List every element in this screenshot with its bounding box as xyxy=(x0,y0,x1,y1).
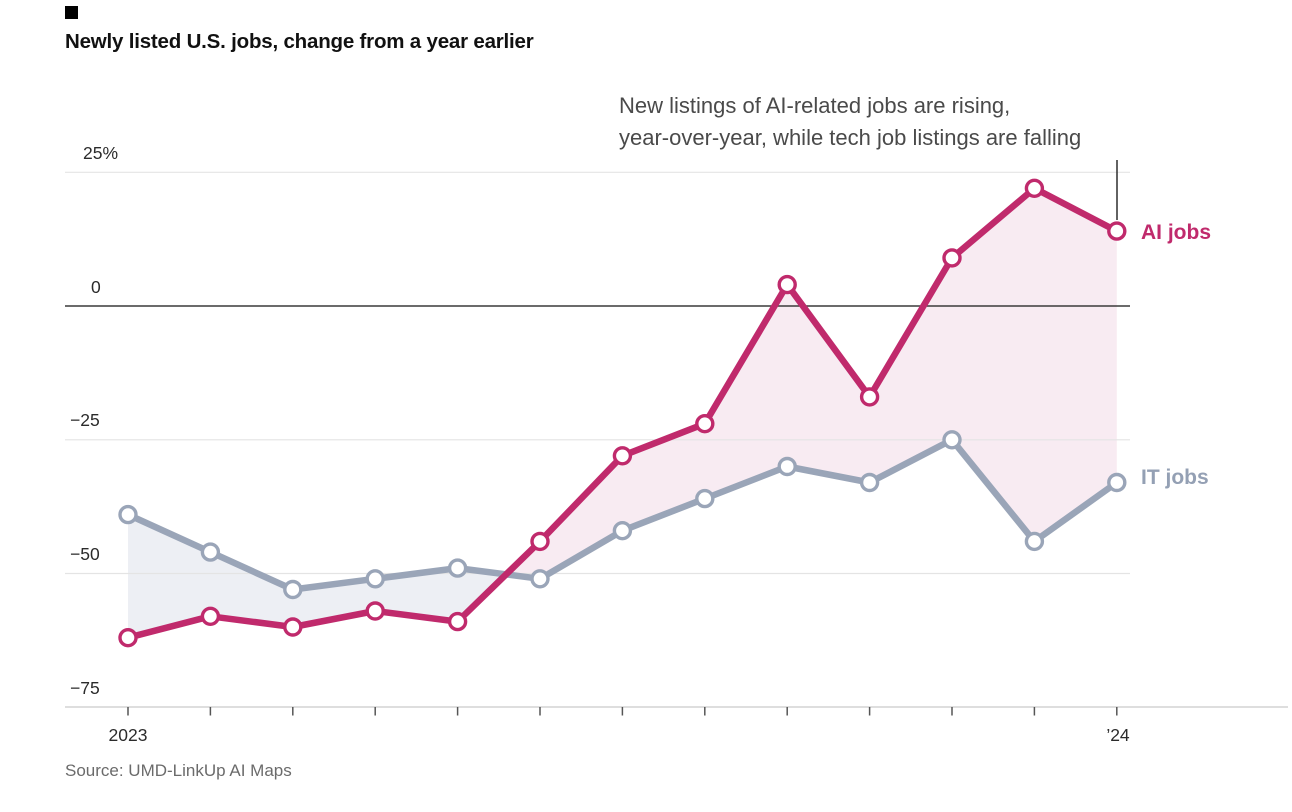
ai-jobs-point-marker xyxy=(200,606,221,626)
ai-jobs-point-marker xyxy=(1024,178,1045,199)
chart-title: Newly listed U.S. jobs, change from a ye… xyxy=(65,30,534,53)
y-axis-label-neg50: −50 xyxy=(70,544,100,564)
it-jobs-point-marker xyxy=(118,504,138,525)
ai-jobs-point-marker xyxy=(942,248,962,268)
ai-jobs-point-marker xyxy=(365,601,385,621)
y-axis-label-neg75: −75 xyxy=(70,678,100,698)
ai-jobs-point-marker xyxy=(859,387,880,407)
y-axis-label-neg25: −25 xyxy=(70,410,100,430)
ai-jobs-point-marker xyxy=(695,414,715,434)
it-jobs-point-marker xyxy=(283,579,303,600)
ai-jobs-point-marker xyxy=(612,446,633,466)
annotation-line-2: year-over-year, while tech job listings … xyxy=(619,125,1082,150)
it-jobs-point-marker xyxy=(530,569,550,589)
it-jobs-point-marker xyxy=(447,558,468,578)
ai-jobs-point-marker xyxy=(777,274,797,295)
ai-jobs-point-marker xyxy=(118,628,138,648)
ai-jobs-point-marker xyxy=(1107,221,1127,241)
x-axis-label-2023: 2023 xyxy=(108,725,148,745)
ai-jobs-point-marker xyxy=(447,611,468,632)
chart-annotation: New listings of AI-related jobs are risi… xyxy=(619,90,1081,154)
ai-jobs-point-marker xyxy=(530,531,550,552)
legend-label-it-jobs: IT jobs xyxy=(1141,466,1209,489)
annotation-line-1: New listings of AI-related jobs are risi… xyxy=(619,93,1011,118)
it-jobs-point-marker xyxy=(859,472,880,493)
it-jobs-point-marker xyxy=(365,569,385,589)
source-note: Source: UMD-LinkUp AI Maps xyxy=(65,761,292,780)
legend-label-ai-jobs: AI jobs xyxy=(1141,221,1212,244)
ai-jobs-point-marker xyxy=(283,617,303,637)
it-jobs-point-marker xyxy=(942,430,962,450)
it-jobs-point-marker xyxy=(1107,472,1127,493)
fill-ai-above-it xyxy=(506,188,1117,579)
y-axis-label-0: 0 xyxy=(91,277,101,297)
it-jobs-point-marker xyxy=(200,542,221,562)
it-jobs-point-marker xyxy=(695,488,715,509)
it-jobs-point-marker xyxy=(777,456,797,477)
fill-it-above-ai xyxy=(128,514,507,638)
y-axis-label-25: 25% xyxy=(83,143,119,163)
x-axis-label-24: ’24 xyxy=(1106,725,1130,745)
it-jobs-point-marker xyxy=(1024,531,1045,552)
it-jobs-point-marker xyxy=(612,521,633,541)
brand-square-marker xyxy=(65,6,78,19)
